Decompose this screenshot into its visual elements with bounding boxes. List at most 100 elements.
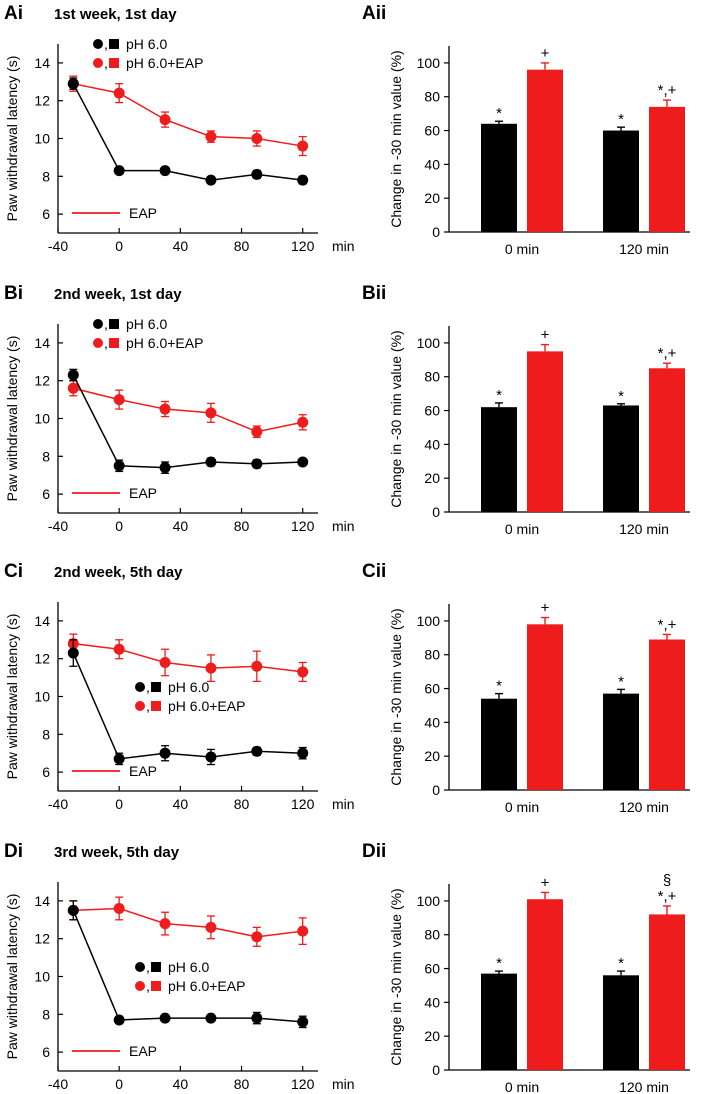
legend-label: pH 6.0+EAP (126, 55, 203, 71)
data-point (159, 165, 171, 177)
bar-ph6-eap (527, 624, 563, 790)
y-tick-label: 6 (42, 486, 50, 502)
bar-ph6 (603, 130, 639, 232)
x-tick-label: 40 (173, 518, 189, 534)
y-tick-label: 20 (424, 190, 440, 206)
legend-square-marker (109, 58, 119, 68)
legend-square-marker (109, 319, 119, 329)
legend-circle-marker (93, 338, 103, 348)
y-tick-label: 8 (42, 726, 50, 742)
x-unit-label: min (332, 238, 355, 254)
y-tick-label: 80 (424, 927, 440, 943)
panel-label: Di (4, 841, 23, 862)
legend-square-marker (109, 39, 119, 49)
eap-bar-label: EAP (129, 1043, 157, 1059)
x-tick-label: 0 (115, 796, 123, 812)
bar-ph6-eap (649, 914, 685, 1070)
y-axis-label: Paw withdrawal latency (s) (4, 894, 20, 1060)
data-point (67, 369, 79, 381)
bar-ph6-eap (649, 106, 685, 232)
category-label: 120 min (619, 521, 669, 537)
data-point (113, 460, 125, 472)
y-tick-label: 14 (34, 55, 50, 71)
legend-square-marker (109, 338, 119, 348)
data-point (205, 921, 217, 933)
y-tick-label: 10 (34, 131, 50, 147)
y-tick-label: 0 (432, 224, 440, 240)
y-tick-label: 12 (34, 93, 50, 109)
y-axis-label: Paw withdrawal latency (s) (4, 56, 20, 222)
legend-label: pH 6.0 (126, 316, 167, 332)
data-point (251, 426, 263, 438)
significance-mark: *,+ (658, 82, 677, 99)
y-tick-label: 12 (34, 931, 50, 947)
data-point (297, 925, 309, 937)
series-line-ph6-eap (73, 642, 303, 673)
significance-mark: *,+ (658, 616, 677, 633)
bar-ph6-eap (649, 639, 685, 790)
significance-mark: * (618, 111, 624, 128)
panel-label: Bii (362, 283, 386, 304)
data-point (159, 747, 171, 759)
panel-label: Ai (4, 3, 23, 24)
category-label: 120 min (619, 799, 669, 815)
data-point (297, 456, 309, 468)
data-point (113, 643, 125, 655)
data-point (67, 647, 79, 659)
significance-mark: * (496, 387, 502, 404)
data-point (67, 78, 79, 90)
panel-label: Aii (362, 3, 386, 24)
x-unit-label: min (332, 518, 355, 534)
legend-square-marker (151, 981, 161, 991)
y-axis-label: Change in -30 min value (%) (388, 608, 404, 785)
data-point (67, 382, 79, 394)
y-tick-label: 60 (424, 403, 440, 419)
data-point (113, 1014, 125, 1026)
legend-circle-marker (93, 319, 103, 329)
legend-separator: , (104, 335, 108, 351)
data-point (251, 931, 263, 943)
significance-mark: + (541, 600, 550, 617)
y-tick-label: 100 (417, 613, 441, 629)
x-unit-label: min (332, 1076, 355, 1092)
y-tick-label: 14 (34, 613, 50, 629)
panel-bi: Bi 2nd week, 1st day 6 8 10 12 14 -40 0 40 80 120 mi… (4, 283, 355, 534)
data-point (159, 918, 171, 930)
y-tick-label: 80 (424, 647, 440, 663)
y-tick-label: 20 (424, 1028, 440, 1044)
y-tick-label: 40 (424, 436, 440, 452)
significance-mark: * (618, 955, 624, 972)
bar-ph6-eap (527, 351, 563, 512)
bar-ph6 (481, 698, 517, 790)
series-line-ph6 (72, 652, 303, 760)
legend-separator: , (104, 316, 108, 332)
data-point (113, 394, 125, 406)
data-point (297, 174, 309, 186)
x-tick-label: 40 (173, 796, 189, 812)
series-line-ph6-eap (73, 82, 303, 147)
bar-ph6 (481, 123, 517, 232)
y-tick-label: 100 (417, 335, 441, 351)
significance-mark: + (541, 45, 550, 62)
panel-cii: Cii 0 20 40 60 80 100 Change in -30 min value (… (362, 561, 690, 815)
significance-mark: * (496, 105, 502, 122)
y-tick-label: 0 (432, 504, 440, 520)
data-point (159, 1012, 171, 1024)
legend-circle-marker (93, 58, 103, 68)
y-tick-label: 10 (34, 411, 50, 427)
panel-title: 2nd week, 5th day (54, 564, 183, 581)
series-line-ph6-eap (73, 907, 303, 938)
data-point (205, 131, 217, 143)
legend-label: pH 6.0+EAP (168, 698, 245, 714)
x-tick-label: 120 (291, 238, 315, 254)
x-tick-label: -40 (48, 796, 68, 812)
data-point (205, 456, 217, 468)
significance-mark: *,+ (658, 888, 677, 905)
data-point (67, 904, 79, 916)
y-tick-label: 14 (34, 893, 50, 909)
y-tick-label: 40 (424, 156, 440, 172)
data-point (251, 133, 263, 144)
category-label: 0 min (505, 241, 539, 257)
category-label: 120 min (619, 241, 669, 257)
panel-ci: Ci 2nd week, 5th day 6 8 10 12 14 -40 0 40 80 120 mi… (4, 561, 355, 812)
